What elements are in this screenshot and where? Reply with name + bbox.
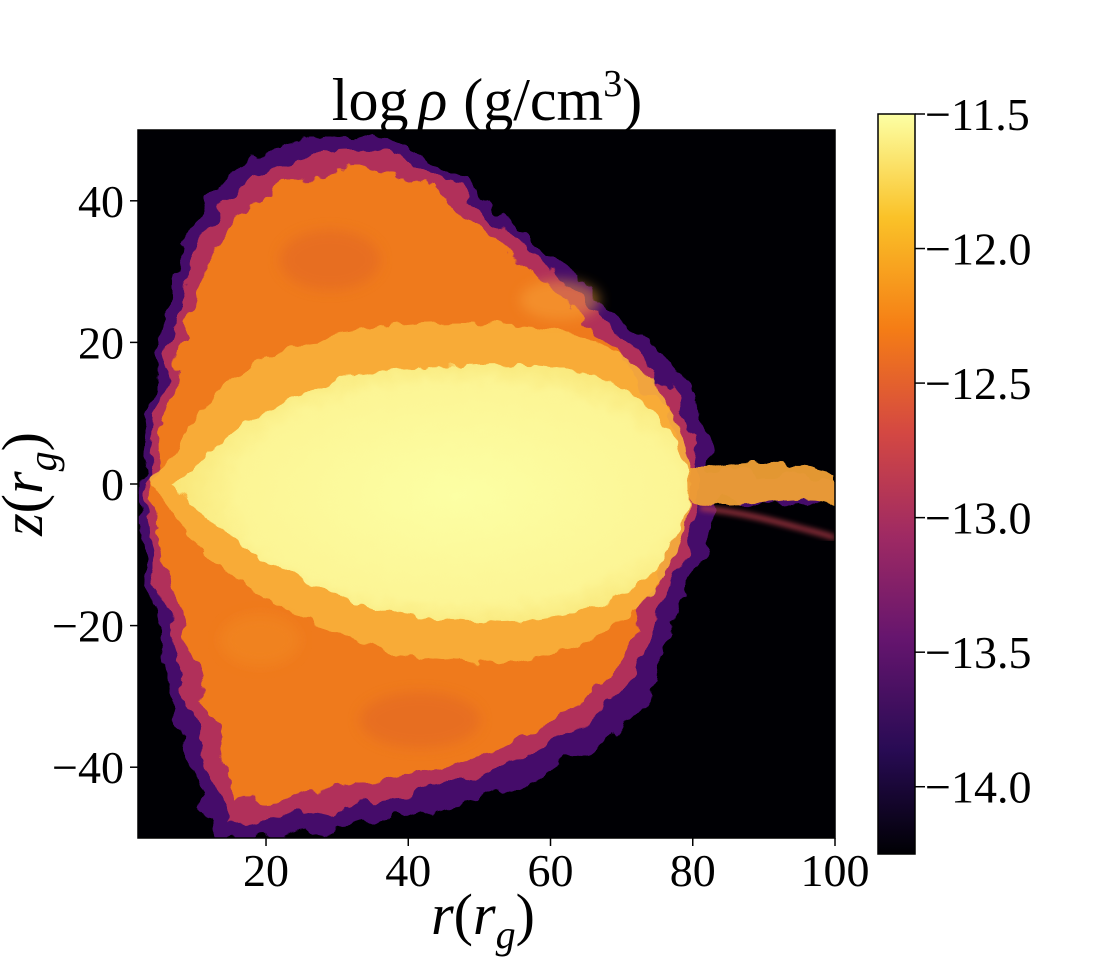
colorbar-tick-label: −12.5 [925,358,1031,409]
y-axis-ticks: −40 −20 0 20 40 [52,176,138,793]
x-tick-label: 60 [528,845,574,896]
colorbar-tick-label: −13.5 [925,627,1031,678]
x-tick-label: 40 [385,845,431,896]
y-tick-label: 20 [78,317,124,368]
colorbar-tick-label: −13.0 [925,493,1031,544]
x-axis-label: r(rg) [431,882,535,957]
y-axis-label-unit: r [0,471,55,494]
x-axis-label-subscript: g [496,912,516,957]
title-unit-close: ) [622,67,642,133]
x-axis-label-open: ( [454,882,473,947]
bright-core [170,364,694,623]
colorbar-tick-label: −14.0 [925,762,1031,813]
x-tick-label: 100 [801,845,870,896]
y-axis-label-subscript: g [20,451,65,471]
y-tick-label: −20 [52,601,124,652]
y-tick-label: 40 [78,176,124,227]
colorbar-tick-label: −11.5 [925,89,1030,140]
x-axis-label-close: ) [516,882,535,947]
x-tick-label: 80 [670,845,716,896]
y-axis-label: z(rg) [0,432,65,537]
y-tick-label: −40 [52,742,124,793]
title-unit-exponent: 3 [603,63,622,105]
title-log: log [332,67,409,133]
title-unit: (g/cm [463,67,603,133]
y-axis-label-open: ( [0,494,55,513]
equatorial-outflow-edge [699,506,835,540]
title-rho: ρ [416,67,447,133]
y-axis-label-close: ) [0,432,55,451]
colorbar-tick-label: −12.0 [925,224,1031,275]
equatorial-outflow [690,462,835,505]
x-axis-label-unit: r [473,882,496,947]
x-axis-ticks: 20 40 60 80 100 [243,838,870,896]
x-tick-label: 20 [243,845,289,896]
density-field [140,135,835,837]
x-axis-label-main: r [431,882,454,947]
colorbar: −11.5 −12.0 −12.5 −13.0 −13.5 −14.0 [877,89,1031,855]
y-tick-label: 0 [101,459,124,510]
colorbar-gradient [877,113,916,855]
chart-title: log ρ (g/cm3) [332,63,642,133]
colorbar-ticks: −11.5 −12.0 −12.5 −13.0 −13.5 −14.0 [915,89,1031,813]
y-axis-label-main: z [0,513,55,537]
plot-area: 20 40 60 80 100 −40 −20 0 20 40 [52,129,870,896]
texture-swirls [220,230,600,748]
